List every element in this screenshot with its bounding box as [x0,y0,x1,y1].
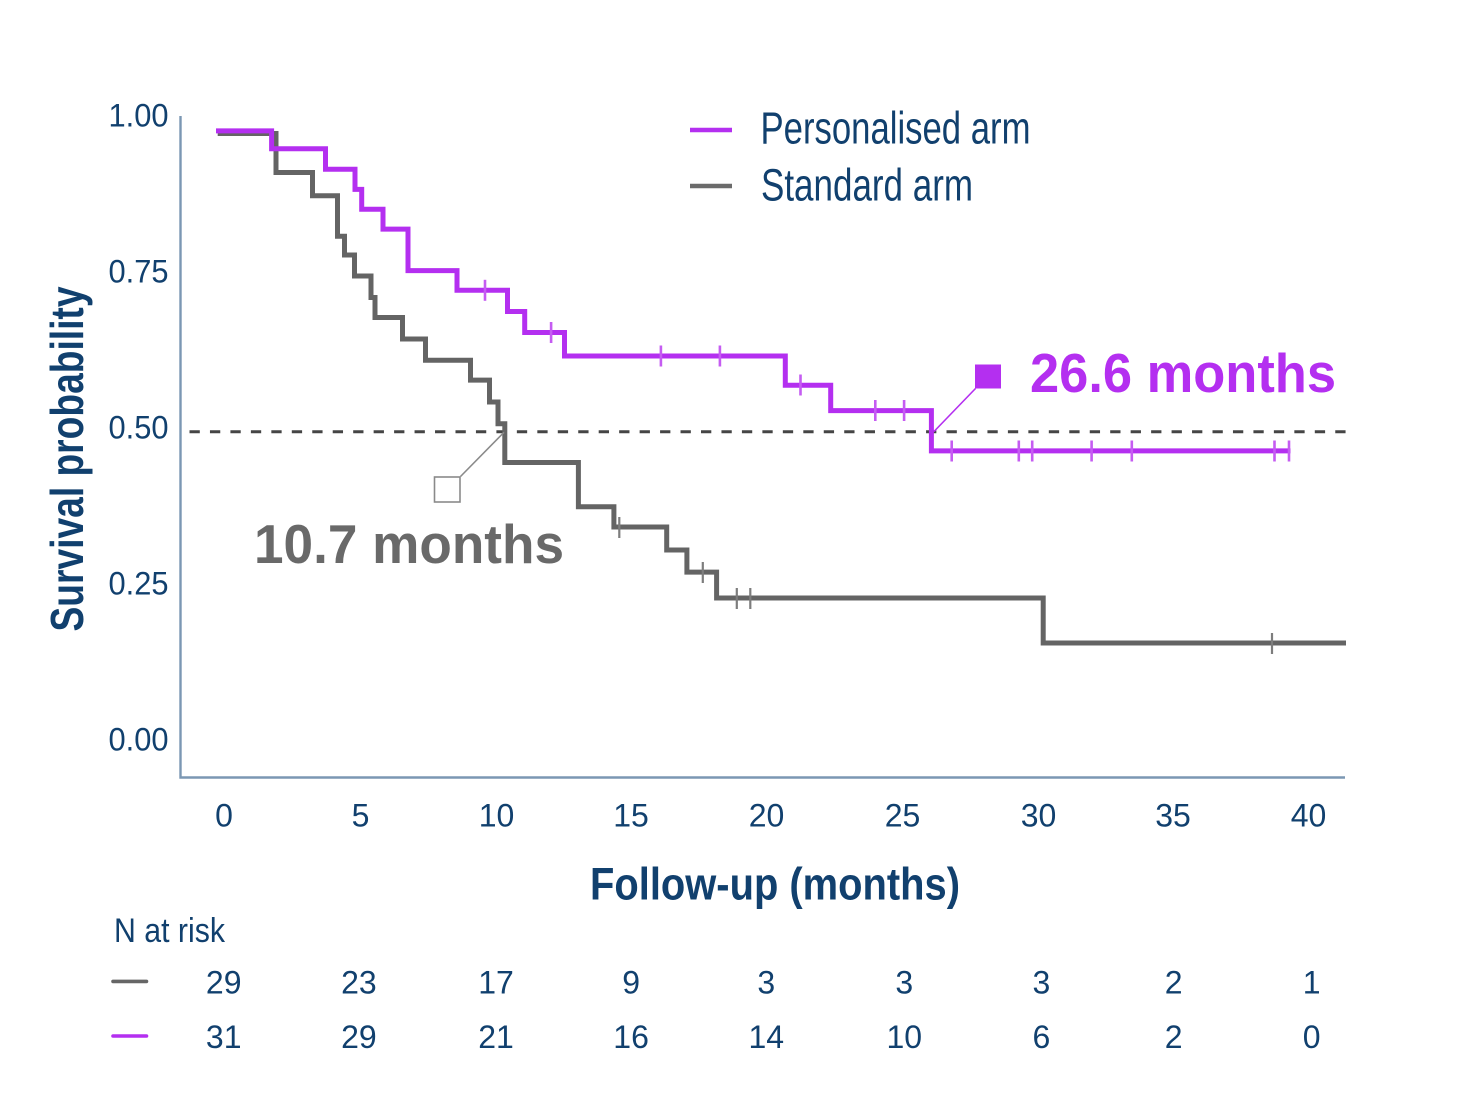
svg-text:14: 14 [749,1019,785,1055]
svg-text:0.00: 0.00 [109,722,169,758]
svg-text:0.25: 0.25 [109,566,169,602]
svg-text:16: 16 [613,1019,649,1055]
svg-text:Survival probability: Survival probability [41,286,93,631]
svg-text:2: 2 [1165,1019,1183,1055]
svg-text:1.00: 1.00 [109,98,169,134]
svg-text:17: 17 [478,965,514,1001]
svg-text:10.7 months: 10.7 months [254,513,564,575]
svg-text:29: 29 [341,1019,377,1055]
svg-text:26.6 months: 26.6 months [1030,342,1336,404]
svg-text:10: 10 [479,798,515,834]
svg-text:Standard arm: Standard arm [761,160,973,211]
svg-text:6: 6 [1033,1019,1051,1055]
svg-text:29: 29 [206,965,242,1001]
svg-text:31: 31 [206,1019,242,1055]
svg-text:9: 9 [622,965,640,1001]
svg-text:0.75: 0.75 [109,254,169,290]
svg-text:5: 5 [352,798,370,834]
svg-text:0.50: 0.50 [109,410,169,446]
svg-text:N at risk: N at risk [114,912,226,950]
svg-text:2: 2 [1165,965,1183,1001]
svg-text:3: 3 [757,965,775,1001]
svg-text:35: 35 [1155,798,1191,834]
svg-text:20: 20 [749,798,785,834]
svg-text:25: 25 [885,798,921,834]
svg-text:21: 21 [478,1019,514,1055]
svg-text:3: 3 [895,965,913,1001]
svg-text:15: 15 [613,798,649,834]
svg-text:Personalised arm: Personalised arm [761,103,1031,154]
svg-text:0: 0 [1303,1019,1321,1055]
svg-text:Follow-up (months): Follow-up (months) [590,859,960,910]
svg-text:40: 40 [1291,798,1327,834]
svg-text:23: 23 [341,965,377,1001]
svg-text:10: 10 [887,1019,923,1055]
svg-text:3: 3 [1033,965,1051,1001]
svg-text:30: 30 [1021,798,1057,834]
svg-text:0: 0 [215,798,233,834]
svg-text:1: 1 [1303,965,1321,1001]
